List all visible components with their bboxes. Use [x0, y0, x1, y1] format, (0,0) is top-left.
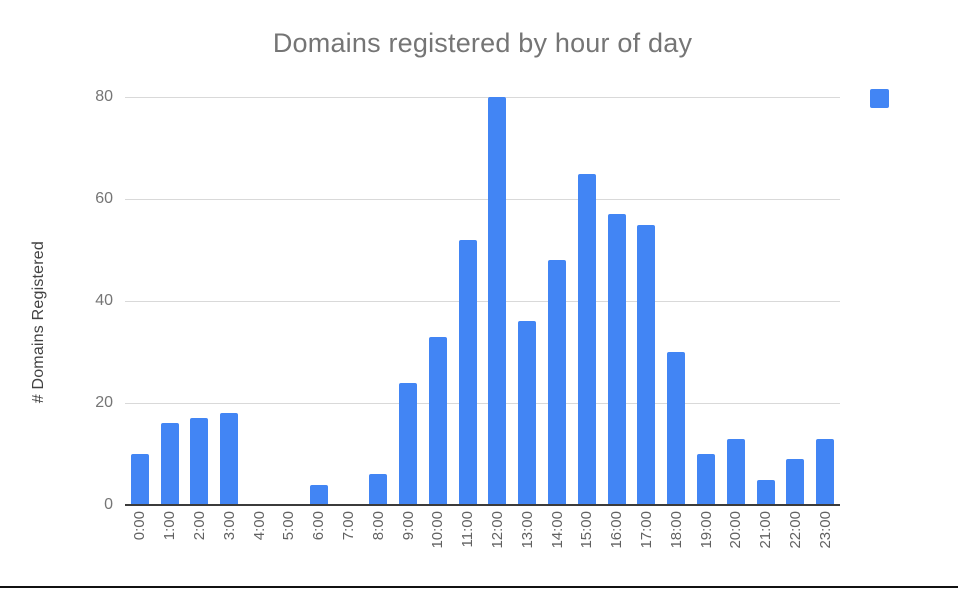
x-tick-label-text: 19:00 — [697, 511, 715, 549]
x-tick-label: 6:00 — [304, 511, 334, 575]
x-tick-label-text: 20:00 — [727, 511, 745, 549]
x-tick-label: 7:00 — [334, 511, 364, 575]
x-tick-label: 2:00 — [185, 511, 215, 575]
x-tick-label: 10:00 — [423, 511, 453, 575]
bar-15:00 — [577, 173, 596, 505]
x-tick-label-text: 7:00 — [339, 511, 357, 541]
x-tick-label-text: 8:00 — [369, 511, 387, 541]
x-tick-label: 17:00 — [632, 511, 662, 575]
x-tick-label: 19:00 — [691, 511, 721, 575]
x-axis-tick-labels: 0:00 1:00 2:00 3:00 4:00 5:00 6:00 7:00 8:00 9:00… — [125, 511, 840, 575]
x-tick-label-text: 18:00 — [667, 511, 685, 549]
x-tick-label: 23:00 — [810, 511, 840, 575]
gridline — [125, 198, 840, 200]
legend-series-swatch — [870, 89, 889, 108]
x-tick-label-text: 0:00 — [131, 511, 149, 541]
bar-1:00 — [160, 423, 179, 505]
x-tick-label: 22:00 — [781, 511, 811, 575]
x-tick-label-text: 22:00 — [786, 511, 804, 549]
bar-11:00 — [458, 239, 477, 505]
y-tick-label: 40 — [95, 292, 113, 309]
x-tick-label: 12:00 — [483, 511, 513, 575]
y-tick-label: 0 — [104, 496, 113, 513]
chart-title: Domains registered by hour of day — [272, 28, 693, 58]
gridline — [125, 402, 840, 404]
x-tick-label-text: 23:00 — [816, 511, 834, 549]
x-tick-label-text: 11:00 — [459, 511, 477, 548]
bar-16:00 — [607, 214, 626, 505]
bar-20:00 — [726, 438, 745, 505]
bar-12:00 — [488, 97, 507, 505]
y-tick-label: 80 — [95, 88, 113, 105]
bar-19:00 — [696, 454, 715, 505]
bar-3:00 — [220, 413, 239, 505]
plot-area — [125, 96, 840, 506]
x-tick-label-text: 14:00 — [548, 511, 566, 549]
x-tick-label-text: 9:00 — [399, 511, 417, 541]
bar-9:00 — [399, 382, 418, 505]
x-tick-label: 18:00 — [661, 511, 691, 575]
x-tick-label-text: 4:00 — [250, 511, 268, 541]
x-tick-label: 16:00 — [602, 511, 632, 575]
x-tick-label-text: 16:00 — [608, 511, 626, 549]
x-tick-label: 4:00 — [244, 511, 274, 575]
x-tick-label: 1:00 — [155, 511, 185, 575]
bar-0:00 — [130, 454, 149, 505]
x-tick-label: 13:00 — [512, 511, 542, 575]
y-tick-label: 60 — [95, 190, 113, 207]
bar-14:00 — [547, 260, 566, 505]
y-axis-title-text: # Domains Registered — [30, 240, 47, 404]
x-tick-label-text: 2:00 — [190, 511, 208, 541]
x-tick-label-text: 15:00 — [578, 511, 596, 549]
x-tick-label: 0:00 — [125, 511, 155, 575]
y-axis-title: # Domains Registered — [26, 97, 52, 547]
bar-17:00 — [637, 224, 656, 505]
bar-13:00 — [518, 321, 537, 505]
x-tick-label-text: 21:00 — [757, 511, 775, 549]
bar-21:00 — [756, 479, 775, 505]
x-tick-label: 11:00 — [453, 511, 483, 575]
x-tick-label: 15:00 — [572, 511, 602, 575]
x-axis-line — [125, 504, 840, 506]
x-tick-label: 20:00 — [721, 511, 751, 575]
bar-18:00 — [667, 352, 686, 505]
x-tick-label-text: 3:00 — [220, 511, 238, 541]
bar-10:00 — [428, 336, 447, 505]
x-tick-label-text: 17:00 — [637, 511, 655, 549]
bar-8:00 — [369, 474, 388, 505]
x-tick-label: 5:00 — [274, 511, 304, 575]
y-tick-label: 20 — [95, 394, 113, 411]
bar-22:00 — [786, 459, 805, 505]
bar-23:00 — [816, 438, 835, 505]
bar-6:00 — [309, 484, 328, 505]
x-tick-label: 8:00 — [363, 511, 393, 575]
x-tick-label-text: 5:00 — [280, 511, 298, 541]
x-tick-label: 21:00 — [751, 511, 781, 575]
x-tick-label-text: 12:00 — [488, 511, 506, 549]
bottom-rule — [0, 586, 958, 588]
x-tick-label-text: 1:00 — [161, 511, 179, 541]
x-tick-label: 3:00 — [214, 511, 244, 575]
x-tick-label-text: 6:00 — [310, 511, 328, 541]
gridline — [125, 96, 840, 98]
x-tick-label: 9:00 — [393, 511, 423, 575]
x-tick-label: 14:00 — [542, 511, 572, 575]
x-tick-label-text: 10:00 — [429, 511, 447, 549]
x-tick-label-text: 13:00 — [518, 511, 536, 549]
gridline — [125, 300, 840, 302]
bar-2:00 — [190, 418, 209, 505]
